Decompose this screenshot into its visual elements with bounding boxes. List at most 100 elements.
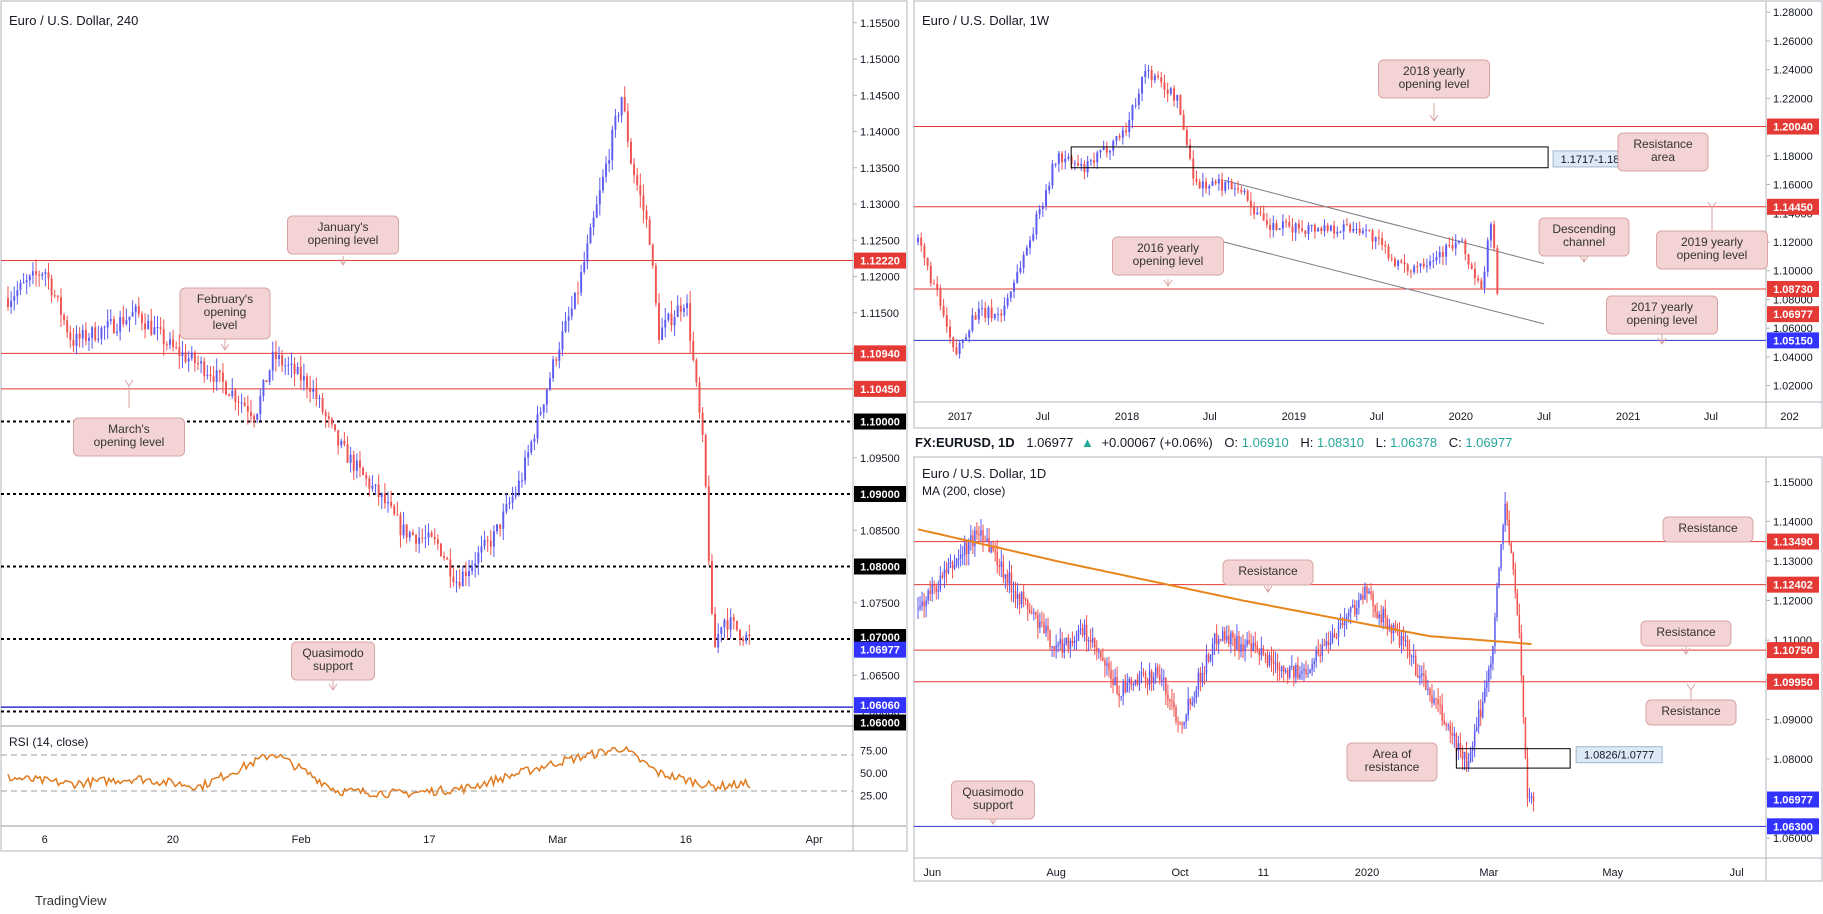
candle-body [1096, 647, 1098, 652]
candle-body [137, 306, 140, 315]
candle-body [103, 327, 106, 329]
candle-body [1502, 525, 1504, 545]
symbol-info-bar: FX:EURUSD, 1D 1.06977 ▲ +0.00067 (+0.06%… [915, 435, 1512, 450]
candle-body [981, 308, 984, 310]
candle-body [1516, 592, 1519, 615]
candle-body [533, 438, 536, 442]
candle-body [923, 601, 925, 607]
candle-body [200, 361, 203, 364]
candle-body [1150, 671, 1153, 684]
daily-chart-panel[interactable]: Euro / U.S. Dollar, 1D MA (200, close) 1… [914, 457, 1822, 881]
h4-chart-panel[interactable]: Euro / U.S. Dollar, 240 1.155001.150001.… [1, 1, 906, 851]
x-tick-label: Jul [1203, 411, 1217, 423]
candle-body [1368, 591, 1370, 594]
candle-body [119, 317, 122, 332]
y-tick-label: 1.04000 [1773, 352, 1813, 364]
candle-body [299, 366, 302, 381]
callout-box [1222, 559, 1314, 586]
candle-body [1303, 669, 1305, 671]
y-tick-label: 1.15500 [860, 18, 900, 30]
ma-legend: MA (200, close) [922, 484, 1005, 498]
candle-body [1435, 257, 1438, 261]
candle-body [1207, 654, 1210, 662]
candle-body [1077, 163, 1080, 166]
callout-text: resistance [1365, 760, 1420, 774]
candle-body [1059, 639, 1061, 644]
candle-body [1224, 631, 1226, 641]
candle-body [455, 581, 458, 583]
candle-body [109, 319, 112, 321]
callout-box [1617, 132, 1709, 172]
candle-body [1457, 743, 1460, 751]
candle-body [1429, 261, 1432, 266]
resistance-zone-box [1070, 146, 1549, 169]
candle-body [1112, 140, 1115, 151]
candle-body [626, 111, 629, 142]
candle-body [53, 295, 56, 297]
candle-body [1148, 671, 1151, 685]
candle-body [1295, 664, 1297, 678]
candle-body [159, 327, 162, 329]
candle-body [1031, 612, 1033, 614]
candle-body [405, 524, 408, 538]
candle-body [56, 295, 59, 297]
candle-body [1243, 190, 1246, 193]
candle-body [1374, 237, 1377, 242]
candle-body [492, 531, 495, 547]
candle-body [1493, 224, 1496, 249]
symbol: FX:EURUSD, 1D [915, 435, 1015, 450]
candle-body [701, 412, 704, 435]
candle-body [1197, 672, 1200, 690]
candle-body [1126, 682, 1128, 693]
candle-body [1427, 688, 1429, 690]
candle-body [1115, 136, 1118, 141]
y-tick-label: 1.14500 [860, 90, 900, 102]
candle-body [1278, 669, 1281, 672]
x-tick-label: Aug [1046, 867, 1066, 879]
price-label-box [854, 380, 906, 397]
candle-body [942, 305, 945, 316]
candle-body [1118, 136, 1121, 138]
x-tick-label: May [1602, 867, 1623, 879]
candle-body [1131, 105, 1134, 120]
candle-body [1431, 695, 1433, 704]
candle-body [1413, 266, 1416, 273]
candle-body [1146, 679, 1149, 685]
callout-box [1662, 516, 1754, 543]
candle-body [1335, 637, 1338, 639]
candle-body [986, 538, 988, 542]
candle-body [966, 542, 968, 554]
candle-body [1477, 709, 1480, 728]
callout-text: 2018 yearly [1403, 64, 1465, 78]
candle-body [633, 163, 636, 176]
candle-body [10, 300, 13, 307]
price-label-box [854, 641, 906, 658]
candle-body [1091, 637, 1094, 643]
candle-body [256, 414, 259, 420]
candle-body [1435, 698, 1437, 700]
candle-body [958, 342, 961, 355]
rsi-line [7, 745, 751, 799]
weekly-chart-panel[interactable]: Euro / U.S. Dollar, 1W 1.28000 1.26000 1.2… [914, 1, 1822, 428]
candle-body [1043, 622, 1045, 633]
candle-body [150, 320, 153, 335]
candle-body [620, 97, 623, 116]
candle-body [919, 606, 921, 609]
candle-body [1256, 212, 1259, 215]
candle-body [651, 244, 654, 266]
candle-body [1177, 721, 1179, 723]
tradingview-logo[interactable]: TradingView [4, 889, 107, 911]
candle-body [402, 524, 405, 536]
candle-body [710, 561, 713, 614]
y-tick-label: 1.11500 [860, 308, 899, 320]
candle-body [359, 460, 361, 468]
candle-body [1061, 153, 1064, 163]
candle-body [1045, 625, 1047, 633]
price-label-text: 1.06977 [860, 645, 900, 657]
x-tick-label: Mar [1479, 867, 1498, 879]
candle-body [732, 617, 735, 621]
zone-label-box [1575, 746, 1663, 764]
x-tick-label: Jul [1537, 411, 1551, 423]
y-tick-label: 1.09500 [860, 453, 900, 465]
